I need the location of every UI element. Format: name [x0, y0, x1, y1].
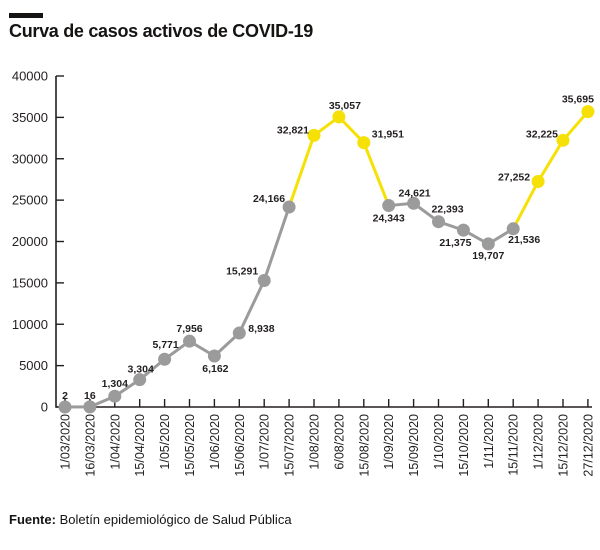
data-point	[133, 373, 147, 387]
line-segment	[287, 134, 316, 208]
x-axis-label: 1/05/2020	[158, 414, 172, 470]
data-point-label: 35,057	[329, 100, 361, 112]
x-axis-label: 1/08/2020	[308, 414, 322, 470]
x-axis-label: 15/08/2020	[357, 414, 371, 477]
chart-title: Curva de casos activos de COVID-19	[9, 21, 313, 41]
data-point-label: 1,304	[102, 378, 128, 390]
data-point	[207, 349, 221, 363]
line-segment	[536, 139, 565, 183]
x-axis-label: 1/07/2020	[258, 414, 272, 470]
x-axis-label: 1/03/2020	[59, 414, 73, 470]
data-point-label: 24,343	[373, 213, 405, 225]
data-point-label: 15,291	[226, 265, 258, 277]
y-axis-label: 0	[41, 400, 48, 415]
source-label: Fuente:	[9, 512, 56, 527]
data-point-label: 21,536	[508, 234, 540, 246]
y-axis-label: 35000	[12, 110, 48, 125]
data-point-label: 2	[62, 390, 68, 402]
data-point-label: 24,621	[399, 187, 431, 199]
data-point-label: 16	[84, 390, 96, 402]
data-point	[83, 400, 97, 414]
y-axis-label: 40000	[12, 69, 48, 84]
x-axis-label: 1/04/2020	[108, 414, 122, 470]
x-axis-label: 6/08/2020	[332, 414, 346, 470]
x-axis-label: 1/06/2020	[208, 414, 222, 470]
x-axis-label: 15/10/2020	[457, 414, 471, 477]
data-point	[456, 223, 470, 237]
title-accent-bar	[9, 13, 43, 18]
line-segment	[511, 180, 540, 230]
x-axis-label: 1/12/2020	[532, 414, 546, 470]
data-point	[58, 400, 72, 414]
data-point-label: 32,225	[526, 128, 558, 140]
data-point-label: 32,821	[277, 124, 309, 136]
data-point	[183, 334, 196, 348]
source-note: Fuente: Boletín epidemiológico de Salud …	[9, 512, 292, 527]
data-point	[432, 215, 445, 229]
y-axis-label: 15000	[12, 275, 48, 290]
y-axis-label: 10000	[12, 317, 48, 332]
data-point-label: 7,956	[176, 323, 202, 335]
data-point	[307, 128, 321, 142]
data-point	[232, 326, 246, 340]
chart-header: Curva de casos activos de COVID-19	[9, 13, 313, 42]
data-point-label: 8,938	[248, 323, 274, 335]
data-point	[282, 200, 296, 214]
y-axis-label: 30000	[12, 151, 48, 166]
data-point-label: 24,166	[253, 193, 285, 205]
y-axis-label: 20000	[12, 234, 48, 249]
x-axis-label: 1/11/2020	[482, 414, 496, 469]
line-segment	[362, 142, 391, 207]
data-point-label: 6,162	[202, 363, 228, 375]
x-axis-label: 15/12/2020	[557, 414, 571, 477]
data-point-label: 22,393	[431, 204, 463, 216]
x-axis-label: 15/05/2020	[183, 414, 197, 477]
data-point-label: 19,707	[472, 250, 504, 262]
data-point	[108, 389, 122, 403]
data-point	[332, 110, 346, 124]
data-point-label: 31,951	[372, 129, 404, 141]
x-axis-label: 15/09/2020	[407, 414, 421, 477]
x-axis-label: 15/11/2020	[507, 414, 521, 476]
x-axis-label: 15/07/2020	[283, 414, 297, 477]
data-point-label: 3,304	[128, 364, 154, 376]
data-point-label: 5,771	[152, 339, 178, 351]
data-point	[581, 105, 595, 119]
data-point-label: 21,375	[439, 237, 471, 249]
x-axis-label: 1/09/2020	[382, 414, 396, 470]
data-point	[357, 136, 371, 150]
x-axis-label: 16/03/2020	[83, 414, 97, 477]
x-axis-label: 27/12/2020	[581, 414, 595, 477]
data-point	[506, 222, 520, 236]
x-axis-label: 1/10/2020	[432, 414, 446, 470]
data-point	[382, 199, 396, 213]
line-segment	[262, 206, 291, 281]
source-text: Boletín epidemiológico de Salud Pública	[55, 512, 292, 527]
x-axis-label: 15/06/2020	[233, 414, 247, 477]
data-point	[158, 352, 172, 366]
data-point	[257, 273, 271, 287]
data-point	[481, 237, 495, 251]
line-segment	[237, 279, 266, 334]
data-point-label: 35,695	[562, 94, 594, 106]
x-axis-label: 15/04/2020	[133, 414, 147, 477]
data-point	[556, 133, 570, 147]
y-axis-label: 5000	[19, 358, 48, 373]
data-point	[531, 174, 545, 188]
data-point	[407, 196, 421, 210]
data-point-label: 27,252	[498, 171, 530, 183]
y-axis-label: 25000	[12, 193, 48, 208]
